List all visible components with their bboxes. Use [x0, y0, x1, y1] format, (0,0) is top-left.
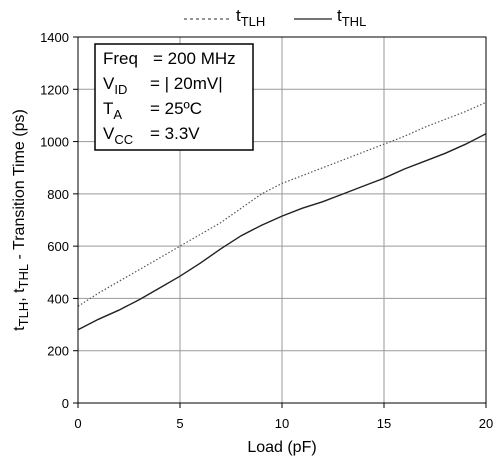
legend-label-thl: tTHL: [337, 6, 366, 29]
y-tick-label: 0: [62, 396, 69, 411]
condition-value: = 3.3V: [150, 124, 200, 143]
series-lines: [77, 101, 487, 331]
x-tick-label: 0: [74, 416, 81, 431]
series-line-tlh: [77, 101, 487, 307]
y-tick-label: 800: [47, 187, 69, 202]
condition-label: Freq: [103, 49, 138, 68]
y-tick-label: 600: [47, 239, 69, 254]
y-tick-label: 1400: [40, 30, 69, 45]
x-tick-labels: 0 5 10 15 20: [74, 416, 493, 431]
y-axis-title: tTLH, tTHL - Transition Time (ps): [11, 109, 31, 331]
x-tick-label: 5: [176, 416, 183, 431]
y-tick-label: 1000: [40, 135, 69, 150]
condition-label: VCC: [103, 124, 133, 147]
condition-value: = 200 MHz: [153, 49, 236, 68]
x-tick-label: 15: [377, 416, 391, 431]
legend-label-tlh: tTLH: [236, 6, 265, 29]
x-axis-title: Load (pF): [247, 439, 316, 456]
plot-area-border: [77, 36, 487, 404]
y-tick-label: 400: [47, 291, 69, 306]
y-tick-label: 1200: [40, 82, 69, 97]
y-tick-labels: 0 200 400 600 800 1000 1200 1400: [40, 30, 69, 411]
condition-label: VID: [103, 74, 127, 97]
conditions-box: Freq = 200 MHz VID = | 20mV| TA = 25ºC VCC = 3.…: [94, 43, 254, 151]
x-tick-label: 10: [275, 416, 289, 431]
condition-label: TA: [103, 99, 122, 122]
legend: tTLH tTHL: [184, 6, 366, 29]
condition-value: = 25ºC: [150, 99, 202, 118]
y-tick-label: 200: [47, 344, 69, 359]
condition-value: = | 20mV|: [150, 74, 223, 93]
conditions-box-frame: [94, 43, 254, 151]
x-tick-label: 20: [479, 416, 493, 431]
series-line-thl: [77, 133, 487, 331]
